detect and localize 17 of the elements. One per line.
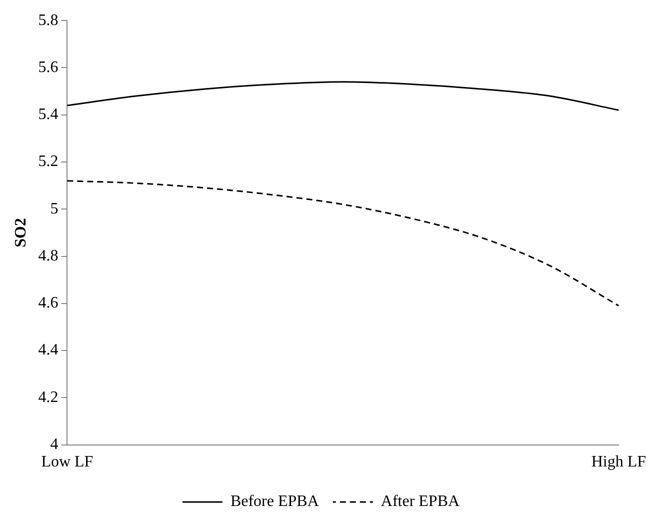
y-tick-label: 5 [50,200,58,218]
y-tick-label: 4.4 [38,342,58,359]
y-tick-label: 5.6 [38,58,58,76]
y-tick-label: 5.4 [38,106,58,124]
y-axis-title: SO2 [12,218,30,248]
y-tick-label: 5.2 [38,153,58,170]
line-series [66,81,620,111]
y-tick-label: 4.8 [38,247,58,264]
legend-label: Before EPBA [230,493,320,510]
y-tick-label: 4.2 [38,388,58,406]
y-tick-label: 4 [50,436,58,454]
y-tick-label: 4.6 [38,294,58,312]
y-tick-label: 5.8 [38,12,58,29]
line-series [66,180,620,307]
legend-label: After EPBA [380,493,460,510]
x-tick-label: High LF [591,454,646,471]
x-tick-label: Low LF [41,454,94,471]
